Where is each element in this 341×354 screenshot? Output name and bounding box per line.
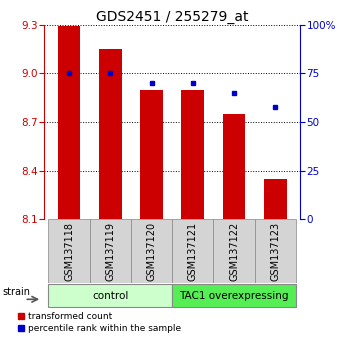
Bar — [90, 219, 131, 283]
Bar — [213, 219, 255, 283]
Bar — [140, 90, 163, 219]
Bar — [58, 27, 80, 219]
Bar — [264, 179, 287, 219]
Text: TAC1 overexpressing: TAC1 overexpressing — [179, 291, 289, 301]
Bar — [181, 90, 204, 219]
Text: GSM137119: GSM137119 — [105, 222, 115, 281]
Text: GSM137123: GSM137123 — [270, 222, 280, 281]
Text: control: control — [92, 291, 129, 301]
Title: GDS2451 / 255279_at: GDS2451 / 255279_at — [96, 10, 249, 24]
Bar — [255, 219, 296, 283]
Bar — [48, 219, 90, 283]
Text: strain: strain — [2, 287, 30, 297]
Bar — [99, 49, 122, 219]
Legend: transformed count, percentile rank within the sample: transformed count, percentile rank withi… — [18, 313, 181, 333]
Text: GSM137121: GSM137121 — [188, 222, 198, 281]
Bar — [172, 285, 296, 307]
Bar — [172, 219, 213, 283]
Text: GSM137120: GSM137120 — [147, 222, 157, 281]
Text: GSM137122: GSM137122 — [229, 222, 239, 281]
Bar — [131, 219, 172, 283]
Bar — [48, 285, 172, 307]
Bar — [223, 114, 246, 219]
Text: GSM137118: GSM137118 — [64, 222, 74, 281]
